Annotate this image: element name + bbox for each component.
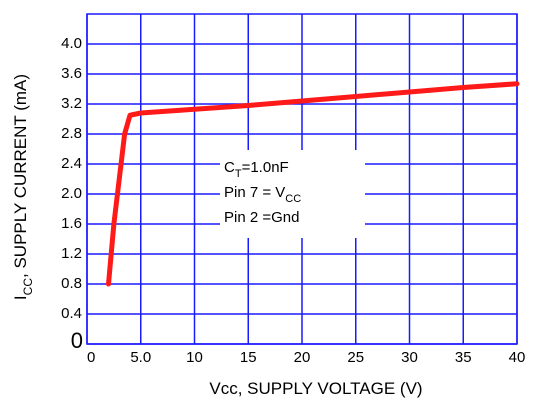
y-tick-label: 4.0 — [61, 35, 82, 52]
y-tick-label: 0 — [71, 328, 83, 353]
annotation-text: =1.0nF — [242, 159, 289, 176]
x-tick-label: 25 — [347, 349, 364, 366]
annotation: Pin 2 =Gnd — [224, 209, 299, 226]
x-axis-label-text: Vcc, SUPPLY VOLTAGE (V) — [209, 379, 422, 398]
annotation-text: Pin 2 =Gnd — [224, 209, 299, 226]
subscript: CC — [21, 278, 35, 296]
annotation-text: C — [224, 159, 235, 176]
subscript: CC — [285, 193, 301, 205]
y-tick-label: 0.8 — [61, 275, 82, 292]
y-tick-label: 1.2 — [61, 245, 82, 262]
subscript: T — [235, 168, 242, 180]
annotation-text: Pin 7 = V — [224, 184, 285, 201]
y-tick-label: 3.6 — [61, 65, 82, 82]
x-tick-label: 35 — [455, 349, 472, 366]
y-tick-label: 2.8 — [61, 125, 82, 142]
x-tick-label: 10 — [186, 349, 203, 366]
x-tick-label: 15 — [240, 349, 257, 366]
y-tick-label: 0.4 — [61, 305, 82, 322]
data-line — [106, 81, 520, 287]
y-tick-label: 2.4 — [61, 155, 82, 172]
y-axis-label-text: , SUPPLY CURRENT (mA) — [11, 74, 30, 278]
y-tick-label: 3.2 — [61, 95, 82, 112]
x-axis-label: Vcc, SUPPLY VOLTAGE (V) — [209, 379, 422, 398]
y-tick-label: 2.0 — [61, 185, 82, 202]
x-tick-label: 30 — [401, 349, 418, 366]
annotation: Pin 7 = VCC — [224, 184, 301, 205]
y-axis-label-text: I — [11, 295, 30, 300]
annotation: CT=1.0nF — [224, 159, 289, 180]
x-tick-label: 5.0 — [130, 349, 151, 366]
x-tick-label: 0 — [87, 349, 95, 366]
y-tick-label: 1.6 — [61, 215, 82, 232]
y-axis-label: ICC, SUPPLY CURRENT (mA) — [11, 74, 35, 300]
annotation-box — [220, 150, 365, 238]
x-tick-label: 20 — [294, 349, 311, 366]
x-tick-label: 40 — [509, 349, 526, 366]
